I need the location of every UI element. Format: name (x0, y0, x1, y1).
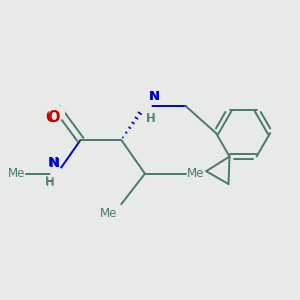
Text: N: N (148, 90, 159, 103)
Text: H: H (46, 176, 55, 189)
Text: Me: Me (187, 167, 205, 179)
Text: O: O (47, 110, 60, 125)
Text: O: O (46, 110, 58, 125)
Circle shape (139, 100, 151, 112)
Circle shape (50, 105, 64, 120)
Circle shape (51, 168, 63, 180)
Text: N: N (149, 90, 160, 103)
Text: N: N (48, 156, 59, 169)
Text: N: N (49, 157, 60, 169)
Text: Me: Me (8, 167, 25, 179)
Text: Me: Me (100, 207, 117, 220)
Text: H: H (147, 112, 155, 125)
Text: H: H (146, 112, 155, 125)
Text: H: H (45, 176, 54, 188)
